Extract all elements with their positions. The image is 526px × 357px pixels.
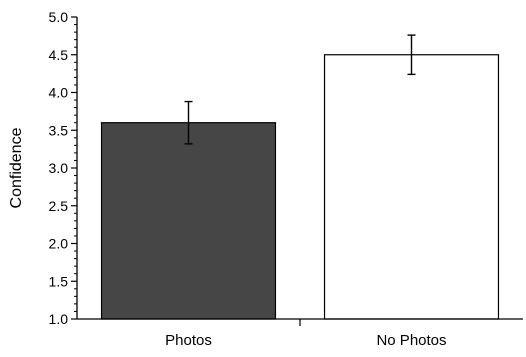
labels-layer: Photos No Photos 1.0 1.5 2.0 2.5 3.0 3.5 4.0 4.5 5…	[49, 9, 447, 349]
y-tick-label-2: 1.5	[49, 273, 69, 289]
y-tick-label-3: 2.0	[49, 236, 69, 252]
axes-layer	[71, 16, 523, 326]
y-tick-label-5: 3.0	[49, 160, 69, 176]
bar-no-photos	[323, 54, 500, 320]
y-tick-label-1: 1.0	[49, 311, 69, 327]
x-tick-label-1: Photos	[165, 332, 212, 349]
error-bars-layer	[184, 34, 416, 145]
bar-photos	[100, 122, 277, 320]
y-tick-label-6: 3.5	[49, 122, 69, 138]
y-tick-label-7: 4.0	[49, 85, 69, 101]
y-tick-label-8: 4.5	[49, 47, 69, 63]
y-tick-label-9: 5.0	[49, 9, 69, 25]
bars-layer	[100, 54, 500, 320]
y-axis-label: Confidence	[8, 127, 25, 208]
x-tick-label-2: No Photos	[376, 332, 446, 349]
y-tick-label-4: 2.5	[49, 198, 69, 214]
